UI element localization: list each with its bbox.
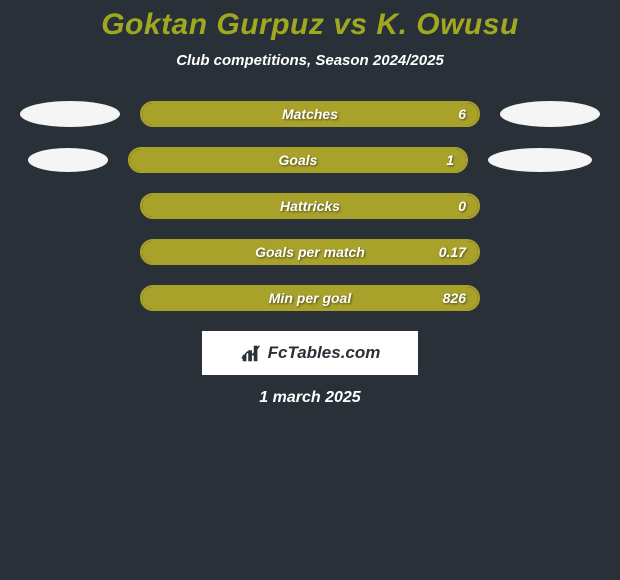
bar-chart-icon: [240, 342, 262, 364]
stat-bar: Matches 6: [140, 101, 480, 127]
spacer: [500, 206, 600, 207]
stat-label: Goals: [279, 152, 318, 168]
comparison-card: Goktan Gurpuz vs K. Owusu Club competiti…: [0, 0, 620, 407]
stat-label: Hattricks: [280, 198, 340, 214]
stats-list: Matches 6 Goals 1 Hattricks 0 Goals per match 0…: [0, 101, 620, 311]
stat-bar: Hattricks 0: [140, 193, 480, 219]
stat-value: 826: [443, 290, 466, 306]
spacer: [500, 252, 600, 253]
spacer: [20, 298, 120, 299]
left-ellipse: [20, 101, 120, 127]
left-ellipse: [28, 148, 108, 172]
stat-row: Goals 1: [0, 147, 620, 173]
spacer: [20, 252, 120, 253]
spacer: [500, 298, 600, 299]
brand-box[interactable]: FcTables.com: [202, 331, 418, 375]
right-ellipse: [500, 101, 600, 127]
page-subtitle: Club competitions, Season 2024/2025: [0, 52, 620, 69]
right-ellipse: [488, 148, 592, 172]
page-title: Goktan Gurpuz vs K. Owusu: [0, 8, 620, 42]
stat-value: 0: [458, 198, 466, 214]
stat-label: Min per goal: [269, 290, 351, 306]
spacer: [20, 206, 120, 207]
stat-bar: Goals 1: [128, 147, 468, 173]
brand-label: FcTables.com: [268, 343, 381, 363]
stat-label: Matches: [282, 106, 338, 122]
stat-row: Goals per match 0.17: [0, 239, 620, 265]
stat-value: 0.17: [439, 244, 466, 260]
stat-label: Goals per match: [255, 244, 365, 260]
stat-value: 1: [446, 152, 454, 168]
stat-bar: Min per goal 826: [140, 285, 480, 311]
stat-row: Matches 6: [0, 101, 620, 127]
stat-bar: Goals per match 0.17: [140, 239, 480, 265]
stat-value: 6: [458, 106, 466, 122]
stat-row: Min per goal 826: [0, 285, 620, 311]
stat-row: Hattricks 0: [0, 193, 620, 219]
footer-date: 1 march 2025: [0, 389, 620, 407]
